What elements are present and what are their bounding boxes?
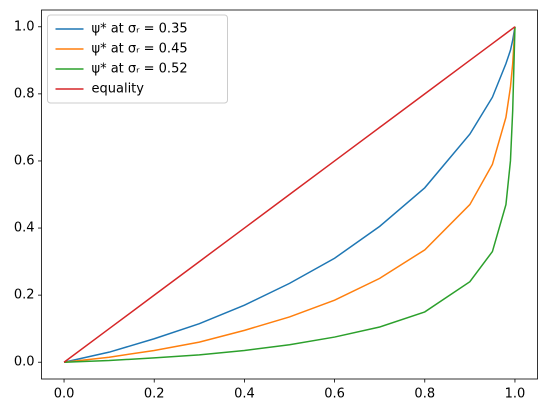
x-tick-label: 0.4	[234, 387, 255, 402]
legend-label: ψ* at σᵣ = 0.35	[92, 22, 188, 37]
series-line	[63, 26, 516, 363]
legend-label: ψ* at σᵣ = 0.45	[92, 42, 188, 57]
axes-frame	[41, 9, 538, 380]
y-tick-label: 0.8	[14, 86, 35, 101]
y-tick-label: 0.6	[14, 153, 35, 168]
legend-box	[47, 14, 228, 104]
x-tick-label: 1.0	[505, 387, 526, 402]
legend-label: equality	[92, 82, 145, 97]
series-line	[64, 26, 516, 363]
y-tick-label: 1.0	[14, 19, 35, 34]
legend-label: ψ* at σᵣ = 0.52	[92, 62, 188, 77]
y-tick-label: 0.2	[14, 288, 35, 303]
y-tick-label: 0.0	[14, 355, 35, 370]
series-line	[63, 26, 516, 363]
x-tick-label: 0.8	[414, 387, 435, 402]
series-line	[63, 26, 516, 363]
y-tick-label: 0.4	[14, 221, 35, 236]
x-tick-label: 0.0	[54, 387, 75, 402]
x-tick-label: 0.6	[324, 387, 345, 402]
x-tick-label: 0.2	[144, 387, 165, 402]
